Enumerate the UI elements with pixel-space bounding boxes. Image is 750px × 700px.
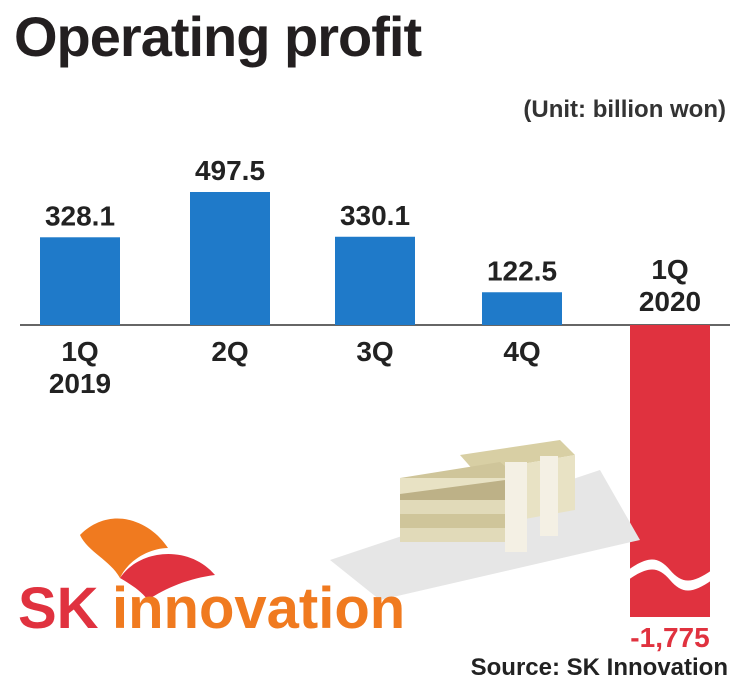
- chart-title: Operating profit: [14, 5, 422, 68]
- logo-innovation-text: innovation: [112, 576, 405, 641]
- bar-2: [335, 236, 415, 325]
- category-label-2-0: 3Q: [356, 336, 393, 367]
- bar-1: [190, 192, 270, 325]
- source-note: Source: SK Innovation: [470, 654, 728, 681]
- bar-0: [40, 237, 120, 325]
- category-label-1-0: 2Q: [211, 336, 248, 367]
- category-label-0-1: 2019: [49, 368, 111, 399]
- value-label-1: 497.5: [195, 155, 265, 186]
- category-label-4-0: 1Q: [651, 254, 688, 285]
- value-label-4: -1,775: [630, 622, 709, 653]
- bar-3: [482, 292, 562, 325]
- value-label-0: 328.1: [45, 200, 115, 231]
- category-label-0-0: 1Q: [61, 336, 98, 367]
- value-label-2: 330.1: [340, 200, 410, 231]
- unit-label: (Unit: billion won): [523, 96, 726, 123]
- logo-sk-text: SK: [18, 576, 99, 641]
- money-bundle-front: [400, 456, 558, 552]
- butterfly-icon: [80, 518, 215, 600]
- axis-break-mark: [628, 559, 712, 591]
- category-label-3-0: 4Q: [503, 336, 540, 367]
- category-label-4-1: 2020: [639, 286, 701, 317]
- value-label-3: 122.5: [487, 255, 557, 286]
